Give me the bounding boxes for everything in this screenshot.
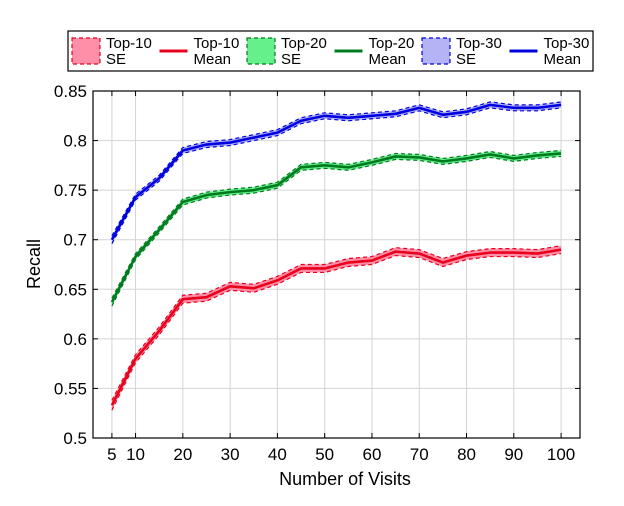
- y-tick-label: 0.7: [63, 231, 87, 250]
- x-tick-label: 20: [173, 445, 192, 464]
- legend: Top-10SETop-10MeanTop-20SETop-20MeanTop-…: [67, 30, 594, 72]
- x-tick-label: 40: [268, 445, 287, 464]
- y-axis-label: Recall: [24, 239, 44, 289]
- x-tick-label: 10: [126, 445, 145, 464]
- se-upper-top-10: [111, 245, 562, 401]
- legend-swatch-se: [421, 37, 451, 65]
- series-layer: [110, 101, 562, 411]
- legend-swatch-se: [246, 37, 276, 65]
- x-tick-label: 30: [221, 445, 240, 464]
- legend-label: Top-30: [456, 35, 502, 52]
- x-tick-label: 70: [410, 445, 429, 464]
- legend-label: Top-20: [369, 35, 415, 52]
- legend-sublabel: Mean: [544, 51, 582, 68]
- y-tick-label: 0.55: [54, 379, 87, 398]
- x-axis-label: Number of Visits: [279, 469, 411, 489]
- legend-label: Top-20: [281, 35, 327, 52]
- legend-sublabel: SE: [106, 51, 126, 68]
- series-top-20: [110, 149, 562, 307]
- y-tick-label: 0.65: [54, 280, 87, 299]
- legend-sublabel: Mean: [369, 51, 407, 68]
- tick-labels: 5 10 20 30 40 50 60 70 80 90 100 0.5 0.55 0.6 0.65 0.7 0…: [54, 82, 575, 464]
- legend-label: Top-10: [106, 35, 152, 52]
- x-tick-label: 80: [457, 445, 476, 464]
- legend-label: Top-10: [194, 35, 240, 52]
- legend-sublabel: Mean: [194, 51, 232, 68]
- y-tick-label: 0.85: [54, 82, 87, 101]
- x-tick-label: 5: [107, 445, 116, 464]
- x-tick-label: 100: [547, 445, 575, 464]
- se-lower-top-20: [111, 155, 562, 307]
- se-upper-top-30: [111, 101, 562, 237]
- x-tick-label: 90: [504, 445, 523, 464]
- se-lower-top-10: [111, 253, 562, 411]
- mean-line-top-30: [110, 103, 562, 241]
- legend-swatch-se: [71, 37, 101, 65]
- se-upper-top-20: [111, 149, 562, 299]
- x-tick-label: 50: [315, 445, 334, 464]
- mean-line-top-20: [110, 152, 562, 303]
- se-band-top-10: [111, 245, 562, 411]
- x-tick-label: 60: [363, 445, 382, 464]
- axes-frame: [92, 90, 581, 439]
- legend-sublabel: SE: [456, 51, 476, 68]
- legend-box: [67, 30, 594, 72]
- y-tick-label: 0.6: [63, 330, 87, 349]
- y-tick-label: 0.5: [63, 429, 87, 448]
- y-tick-label: 0.75: [54, 181, 87, 200]
- se-lower-top-30: [111, 107, 562, 244]
- series-top-30: [110, 101, 562, 244]
- legend-label: Top-30: [544, 35, 590, 52]
- y-tick-label: 0.8: [63, 132, 87, 151]
- legend-sublabel: SE: [281, 51, 301, 68]
- axes-box: [92, 90, 581, 439]
- series-top-10: [110, 245, 562, 411]
- mean-line-top-10: [110, 248, 562, 406]
